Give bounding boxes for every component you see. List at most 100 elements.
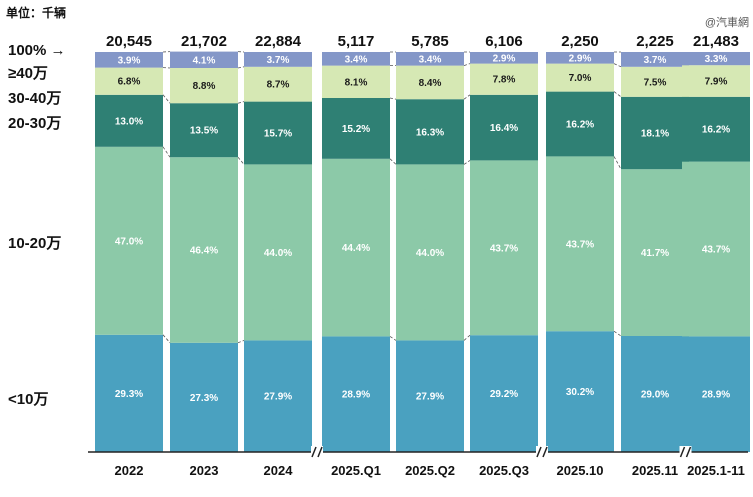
- data-label-r10_20: 41.7%: [641, 248, 669, 259]
- axis-break-gap: [536, 446, 548, 458]
- bar-segment-ge40: [470, 52, 538, 64]
- bar-segment-r30_40: [322, 65, 390, 98]
- data-label-ge40: 3.7%: [267, 55, 290, 66]
- y-label-100pct: 100% →: [8, 42, 66, 59]
- data-label-r10_20: 47.0%: [115, 236, 143, 247]
- data-label-lt10: 27.3%: [190, 393, 218, 404]
- total-label: 5,785: [411, 33, 449, 50]
- watermark-text: @汽車網: [704, 17, 749, 29]
- bar-segment-r10_20: [621, 169, 689, 336]
- total-label: 5,117: [338, 33, 375, 50]
- data-label-ge40: 3.3%: [705, 54, 728, 65]
- bar-segment-r20_30: [546, 91, 614, 157]
- connector-line: [237, 340, 245, 344]
- bar-segment-r10_20: [396, 164, 464, 341]
- bar-segment-ge40: [546, 52, 614, 64]
- bar-segment-r30_40: [546, 63, 614, 92]
- bar-segment-ge40: [396, 52, 464, 66]
- data-label-lt10: 27.9%: [264, 392, 292, 403]
- bar-segment-r30_40: [470, 63, 538, 95]
- bar-segment-lt10: [170, 342, 238, 452]
- connector-line: [237, 101, 245, 104]
- axis-break-icon: [685, 446, 692, 458]
- data-label-r30_40: 7.8%: [493, 75, 516, 86]
- x-tick-label: 2025.10: [557, 463, 604, 478]
- bar-segment-r20_30: [322, 98, 390, 159]
- connector-line: [162, 94, 171, 104]
- data-label-r30_40: 7.0%: [569, 73, 592, 84]
- data-label-ge40: 3.7%: [644, 55, 667, 66]
- data-label-r10_20: 46.4%: [190, 246, 218, 257]
- x-tick-label: 2023: [190, 463, 219, 478]
- connector-line: [389, 158, 397, 165]
- bar-segment-lt10: [95, 334, 163, 452]
- total-label: 22,884: [255, 33, 302, 50]
- data-label-r10_20: 44.0%: [416, 248, 444, 259]
- data-label-r20_30: 16.2%: [702, 125, 730, 136]
- bar-segment-lt10: [546, 331, 614, 452]
- bar-segment-r10_20: [244, 164, 312, 341]
- connector-line: [613, 63, 622, 68]
- bar-segment-r10_20: [322, 158, 390, 337]
- bar-segment-r10_20: [170, 157, 238, 343]
- axis-break-icon: [317, 446, 323, 458]
- axis-break-icon: [311, 446, 317, 458]
- bar-segment-r30_40: [396, 65, 464, 100]
- bar-segment-r30_40: [682, 65, 750, 97]
- connector-line: [463, 160, 471, 165]
- axis-break-icon: [536, 446, 542, 458]
- connector-line: [613, 91, 622, 98]
- axis-break-icon: [542, 446, 548, 458]
- connector-line: [237, 66, 245, 69]
- connector-line: [463, 94, 471, 100]
- connector-line: [463, 334, 471, 341]
- bar-segment-r10_20: [95, 146, 163, 335]
- data-label-ge40: 3.9%: [118, 55, 141, 66]
- bar-segment-r20_30: [682, 96, 750, 162]
- bar-segment-ge40: [244, 52, 312, 67]
- data-label-r20_30: 15.7%: [264, 129, 292, 140]
- connector-line: [613, 330, 622, 337]
- bar-segment-r20_30: [470, 94, 538, 161]
- bar-segment-r20_30: [621, 96, 689, 170]
- total-label: 6,106: [485, 33, 523, 50]
- data-label-r10_20: 43.7%: [490, 243, 518, 254]
- y-label-10-20: 10-20万: [8, 235, 62, 252]
- total-label: 21,483: [693, 33, 739, 50]
- arrow-right-icon: →: [50, 42, 66, 59]
- x-tick-label: 2025.Q3: [479, 463, 529, 478]
- bar-segment-r20_30: [244, 101, 312, 165]
- data-label-r20_30: 13.5%: [190, 126, 218, 137]
- data-label-ge40: 3.4%: [345, 54, 368, 65]
- data-label-r30_40: 7.9%: [705, 77, 728, 88]
- y-label-ge40: ≥40万: [8, 65, 48, 82]
- data-label-r20_30: 16.4%: [490, 123, 518, 134]
- axis-break-gap: [311, 446, 323, 458]
- data-label-r30_40: 8.7%: [267, 80, 290, 91]
- data-label-ge40: 4.1%: [193, 55, 216, 66]
- data-label-lt10: 29.0%: [641, 390, 669, 401]
- y-label-20-30: 20-30万: [8, 115, 62, 132]
- data-label-r20_30: 16.3%: [416, 127, 444, 138]
- y-label-lt10: <10万: [8, 391, 49, 408]
- bar-segment-ge40: [95, 52, 163, 68]
- total-label: 2,225: [636, 33, 674, 50]
- total-label: 2,250: [561, 33, 599, 50]
- connector-line: [237, 156, 245, 165]
- x-tick-label: 2025.1-11: [687, 463, 745, 478]
- bar-segment-r20_30: [396, 99, 464, 165]
- bar-segment-ge40: [170, 51, 238, 68]
- total-label: 20,545: [106, 33, 152, 50]
- bar-segment-r30_40: [244, 66, 312, 102]
- data-label-r30_40: 8.4%: [419, 78, 442, 89]
- data-label-lt10: 27.9%: [416, 392, 444, 403]
- data-label-r10_20: 43.7%: [566, 239, 594, 250]
- x-tick-label: 2025.Q2: [405, 463, 455, 478]
- data-label-r30_40: 7.5%: [644, 77, 667, 88]
- connector-line: [613, 156, 622, 170]
- connector-line: [162, 146, 171, 158]
- bar-segment-ge40: [621, 52, 689, 67]
- data-label-ge40: 2.9%: [493, 53, 516, 64]
- bar-segment-lt10: [244, 340, 312, 452]
